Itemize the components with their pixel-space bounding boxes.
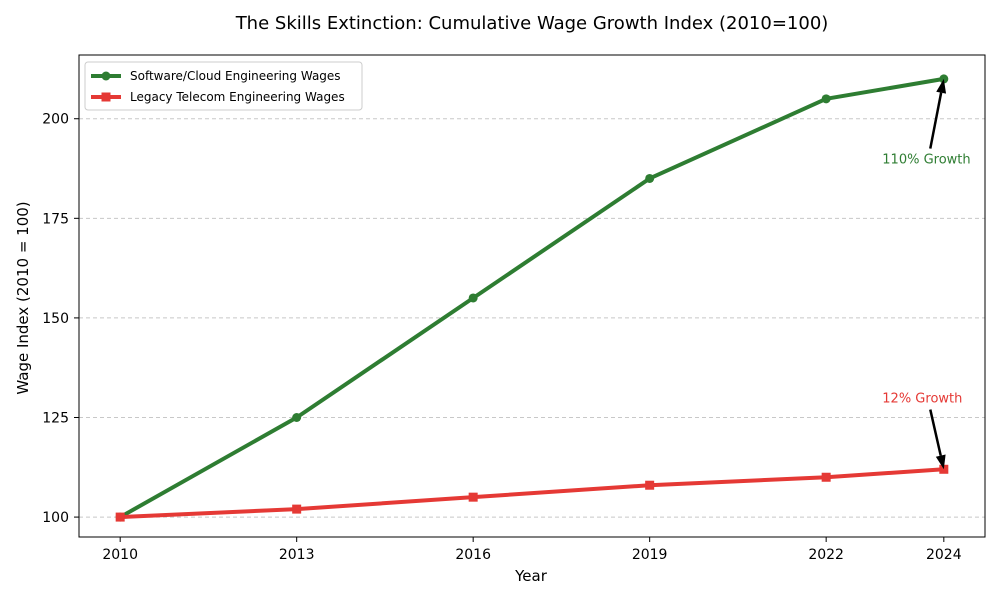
data-point (468, 293, 478, 303)
data-point (821, 94, 831, 104)
data-point (468, 492, 478, 502)
y-axis-label: Wage Index (2010 = 100) (14, 201, 32, 394)
series-group (115, 74, 949, 522)
x-tick-label: 2016 (455, 547, 491, 563)
legend-label: Legacy Telecom Engineering Wages (130, 90, 345, 104)
x-axis-label: Year (514, 567, 548, 585)
data-point (292, 412, 302, 422)
data-point (821, 472, 831, 482)
data-point (645, 173, 655, 183)
annotation-arrow-shaft (929, 92, 943, 149)
annotation-arrow-shaft (929, 409, 942, 456)
annotations: 110% Growth 12% Growth (882, 78, 971, 470)
data-point (292, 504, 302, 514)
y-tick-label: 200 (42, 112, 69, 128)
legend: Software/Cloud Engineering Wages Legacy T… (84, 61, 363, 111)
y-tick-label: 100 (42, 510, 69, 526)
legend-marker (101, 71, 111, 81)
y-tick-label: 175 (42, 211, 69, 227)
legend-label: Software/Cloud Engineering Wages (130, 69, 341, 83)
chart-title: The Skills Extinction: Cumulative Wage G… (235, 13, 829, 34)
axis-ticks: 100 125 150 175 200 2010 2013 2016 2019 2022 2024 (42, 112, 961, 563)
x-tick-label: 2010 (102, 547, 138, 563)
legend-marker (101, 92, 111, 102)
series-line-1 (118, 467, 946, 520)
data-point (115, 512, 125, 522)
x-tick-label: 2013 (279, 547, 315, 563)
x-tick-label: 2022 (808, 547, 844, 563)
annotation-label: 12% Growth (882, 392, 962, 407)
legend-box (84, 61, 363, 111)
gridlines (79, 118, 985, 518)
annotation-arrowhead (936, 78, 947, 94)
series-line-0 (118, 76, 946, 520)
x-tick-label: 2019 (632, 547, 668, 563)
annotation-arrowhead (935, 454, 946, 470)
plot-frame (78, 54, 986, 538)
y-tick-label: 125 (42, 410, 69, 426)
x-tick-label: 2024 (926, 547, 962, 563)
y-tick-label: 150 (42, 311, 69, 327)
annotation-label: 110% Growth (882, 153, 970, 168)
data-point (645, 480, 655, 490)
